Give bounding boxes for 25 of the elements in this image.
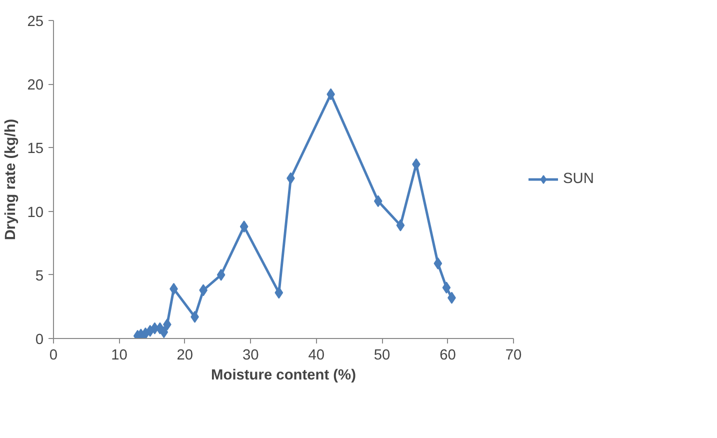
y-tick-label: 5 bbox=[35, 268, 44, 284]
x-tick-label: 60 bbox=[440, 348, 456, 364]
y-axis-title: Drying rate (kg/h) bbox=[3, 118, 20, 240]
point bbox=[240, 220, 248, 233]
point bbox=[274, 286, 284, 299]
x-tick-label: 10 bbox=[111, 348, 128, 364]
x-tick-label: 50 bbox=[374, 348, 390, 364]
point bbox=[442, 282, 451, 294]
point bbox=[216, 268, 226, 281]
y-tick-label: 20 bbox=[27, 78, 44, 94]
y-tick-label: 0 bbox=[35, 332, 44, 348]
y-tick-label: 25 bbox=[27, 14, 44, 30]
legend-label: SUN bbox=[563, 171, 594, 187]
x-tick-label: 40 bbox=[308, 348, 325, 364]
x-tick-label: 70 bbox=[505, 348, 522, 364]
y-tick-label: 10 bbox=[27, 204, 44, 221]
point bbox=[434, 257, 442, 270]
x-tick-label: 20 bbox=[176, 348, 194, 364]
x-tick-label: 30 bbox=[242, 348, 259, 364]
point bbox=[374, 195, 382, 208]
point bbox=[396, 219, 405, 232]
y-tick-label: 15 bbox=[27, 141, 44, 158]
point bbox=[160, 326, 168, 338]
x-axis-title: Moisture content (%) bbox=[211, 368, 356, 384]
x-tick-label: 0 bbox=[49, 348, 58, 364]
